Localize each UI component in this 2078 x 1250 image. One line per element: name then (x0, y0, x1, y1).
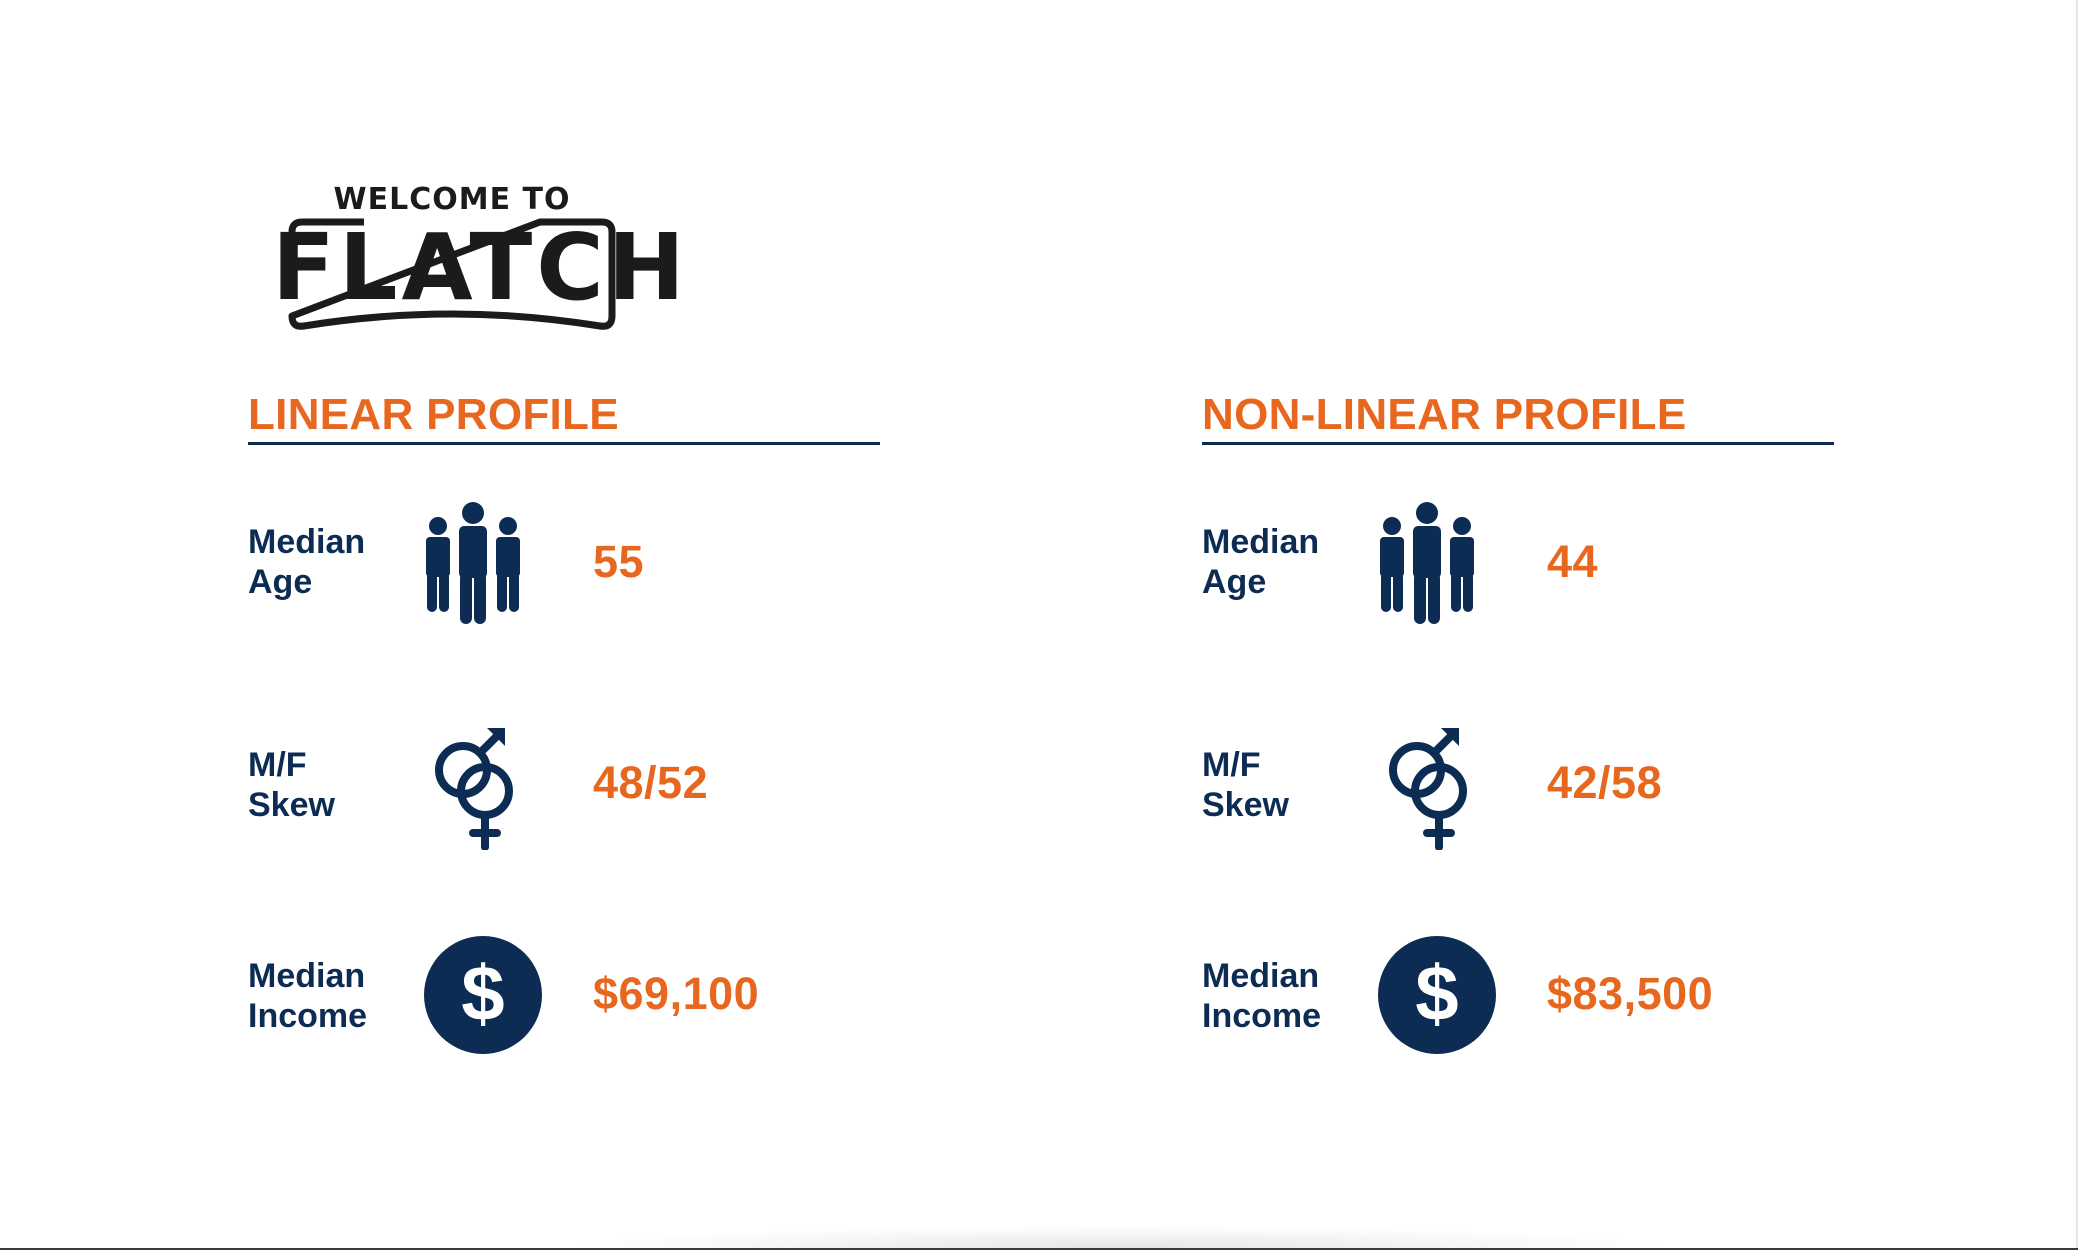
svg-text:$: $ (461, 949, 504, 1037)
linear-profile: LINEAR PROFILE Median Age (248, 390, 880, 1054)
linear-mf-skew: M/F Skew 48/52 (248, 725, 880, 855)
median-income-label: Median Income (1202, 956, 1372, 1036)
median-age-label: Median Age (1202, 522, 1372, 602)
male-female-icon (1377, 725, 1477, 855)
bottom-edge (0, 1248, 2078, 1250)
label-line-2: Income (1202, 997, 1322, 1035)
label-line-1: M/F (1202, 746, 1261, 784)
nonlinear-profile-divider (1202, 442, 1834, 445)
median-income-value: $69,100 (593, 968, 760, 1019)
nonlinear-median-income: Median Income $ $83,500 (1202, 936, 1834, 1066)
mf-skew-value: 48/52 (593, 757, 709, 808)
median-income-value: $83,500 (1547, 968, 1714, 1019)
mf-skew-label: M/F Skew (1202, 745, 1372, 825)
label-line-2: Age (248, 563, 313, 601)
nonlinear-profile: NON-LINEAR PROFILE Median Age (1202, 390, 1834, 1054)
logo-top-text: WELCOME TO (333, 182, 571, 217)
group-people-icon (423, 502, 523, 629)
label-line-2: Age (1202, 563, 1267, 601)
nonlinear-median-age: Median Age (1202, 502, 1834, 632)
flatch-logo: WELCOME TO FLATCH (272, 180, 689, 340)
svg-text:$: $ (1415, 949, 1458, 1037)
bottom-shadow (560, 1226, 1680, 1248)
median-age-value: 55 (593, 536, 645, 587)
label-line-1: Median (248, 957, 366, 995)
mf-skew-label: M/F Skew (248, 745, 418, 825)
linear-median-income: Median Income $ $69,100 (248, 936, 880, 1066)
label-line-1: M/F (248, 746, 307, 784)
right-edge (2076, 0, 2078, 1250)
linear-profile-title: LINEAR PROFILE (248, 390, 619, 439)
label-line-1: Median (1202, 957, 1320, 995)
linear-median-age: Median Age (248, 502, 880, 632)
dollar-circle-icon: $ (1378, 936, 1496, 1059)
label-line-1: Median (248, 523, 366, 561)
logo-main-text: FLATCH (272, 214, 689, 321)
logo-frame-icon (288, 218, 616, 330)
label-line-1: Median (1202, 523, 1320, 561)
median-age-label: Median Age (248, 522, 418, 602)
median-age-value: 44 (1547, 536, 1599, 587)
dollar-circle-icon: $ (424, 936, 542, 1059)
label-line-2: Income (248, 997, 368, 1035)
group-people-icon (1377, 502, 1477, 629)
nonlinear-mf-skew: M/F Skew 42/58 (1202, 725, 1834, 855)
label-line-2: Skew (1202, 786, 1289, 824)
label-line-2: Skew (248, 786, 335, 824)
nonlinear-profile-title: NON-LINEAR PROFILE (1202, 390, 1687, 439)
median-income-label: Median Income (248, 956, 418, 1036)
linear-profile-divider (248, 442, 880, 445)
mf-skew-value: 42/58 (1547, 757, 1663, 808)
male-female-icon (423, 725, 523, 855)
